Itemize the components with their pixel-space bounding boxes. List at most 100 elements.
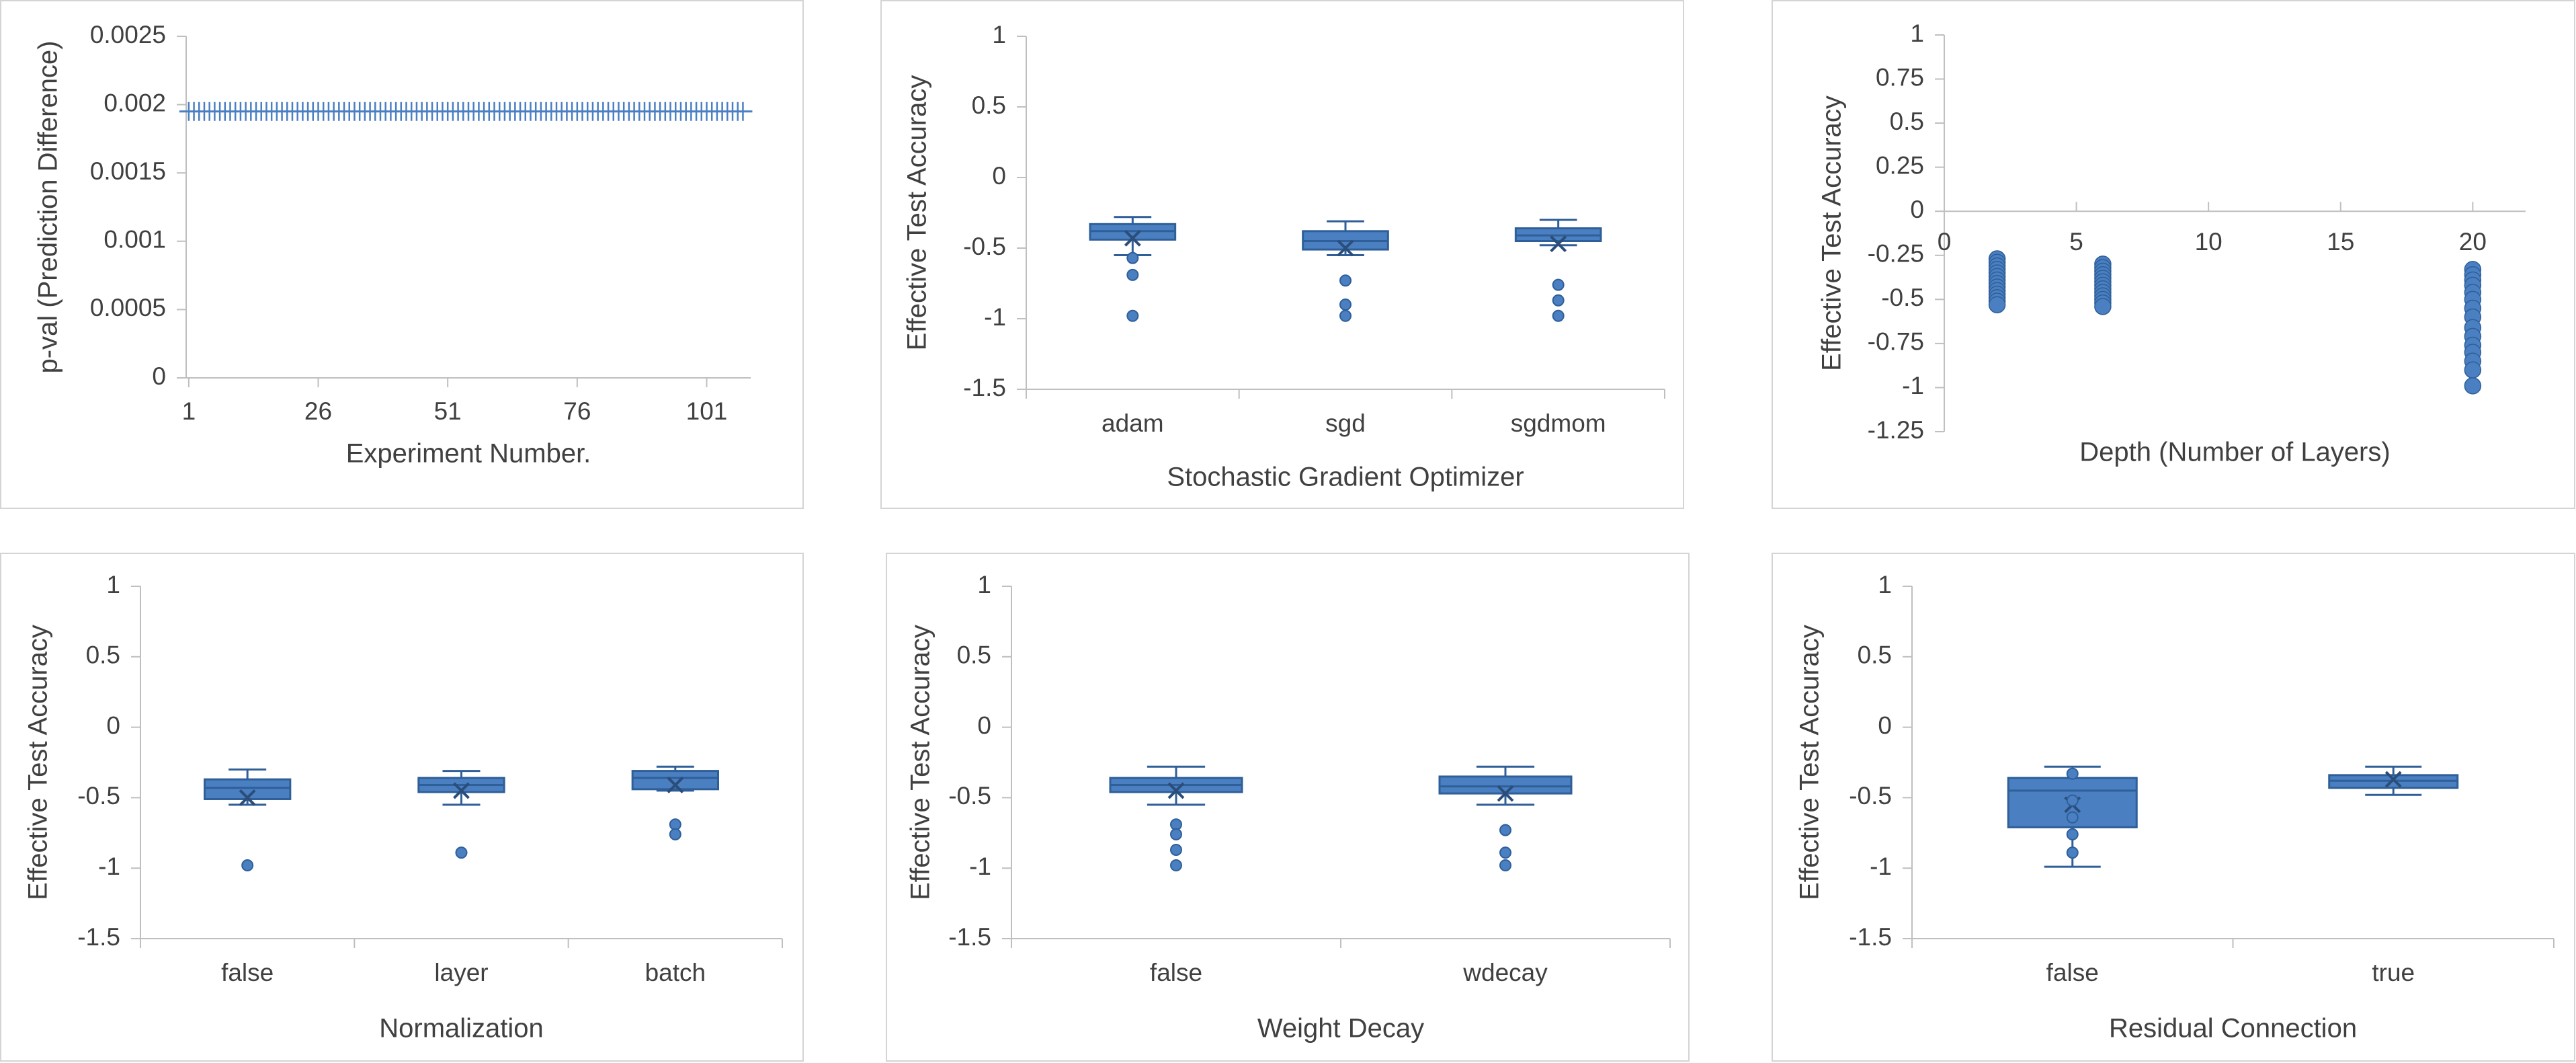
box-outlier-point [1170,818,1182,831]
x-axis-title: Depth (Number of Layers) [2079,438,2390,467]
box-outlier-point [669,818,681,831]
box-outlier-point [2066,767,2079,780]
box-outlier-point [2066,828,2079,840]
x-tick-label: false [1150,959,1202,986]
x-tick-label: false [221,959,274,986]
box-mean-marker [239,789,256,806]
box-outlier-point [2066,847,2079,859]
y-axis-title: p-val (Prediction Difference) [34,40,63,373]
data-point [1988,296,2006,313]
box-mean-marker [453,782,470,799]
x-tick-label: 0 [1938,228,1952,255]
x-axis-title: Experiment Number. [346,439,591,469]
y-tick-label: 0.75 [1876,63,1924,91]
y-tick-label: -1.5 [1849,923,1892,951]
data-point [2094,298,2112,315]
y-tick-label: -0.5 [77,782,120,810]
box-outlier-point [1552,278,1565,291]
y-tick-label: 0.0025 [90,21,166,48]
chart-svg: 1 0.5 0 -0.5 -1 -1.5 Normalization Effective Te… [24,571,783,1044]
box-outlier-point [1552,294,1565,307]
y-tick-label: -1 [969,853,991,880]
x-tick-label: 76 [563,397,591,425]
chart-svg: 1 0.75 0.5 0.25 0 -0.25 -0.5 -0.75 -1 -1.25 Depth … [1817,19,2526,467]
y-tick-label: -1.5 [963,374,1006,401]
box-mean-marker [1124,229,1141,247]
box-outlier-point [1170,828,1182,840]
y-tick-label: 0.25 [1876,151,1924,179]
y-tick-label: -1.5 [948,923,991,951]
y-tick-label: -0.25 [1868,240,1924,268]
y-tick-label: 1 [1910,19,1924,47]
y-tick-label: 0 [1878,711,1892,739]
y-tick-label: -1.5 [77,923,120,951]
x-tick-label: 1 [182,397,196,425]
box-outlier-point [1126,309,1139,322]
x-tick-label: false [2046,959,2099,986]
x-tick-label: true [2372,959,2415,986]
chart-panel-depth: 1 0.75 0.5 0.25 0 -0.25 -0.5 -0.75 -1 -1.25 Depth … [1772,0,2575,509]
x-tick-label: sgdmom [1511,409,1606,437]
box-outlier-point [1170,859,1182,872]
x-axis-title: Residual Connection [2109,1014,2357,1044]
y-tick-label: 0.5 [957,641,991,669]
box-mean-marker [1337,239,1354,257]
x-axis-title: Stochastic Gradient Optimizer [1167,463,1524,492]
box-outlier-point [2066,794,2079,807]
x-tick-label: 26 [304,397,332,425]
y-tick-label: 0.0005 [90,294,166,321]
chart-svg: 1 0.5 0 -0.5 -1 -1.5 Stochastic Gradient Optim… [903,21,1665,492]
y-axis-title: Effective Test Accuracy [1817,95,1847,371]
y-tick-label: 0 [106,711,120,739]
x-tick-label: 20 [2459,228,2487,255]
y-tick-label: 0 [977,711,991,739]
box-outlier-point [2066,811,2079,824]
x-tick-label: wdecay [1462,959,1548,986]
y-axis-title: Effective Test Accuracy [24,625,53,900]
y-tick-label: -0.5 [948,782,991,810]
chart-panel-weight-decay: 1 0.5 0 -0.5 -1 -1.5 Weight Decay Effective Tes… [886,553,1690,1062]
y-tick-label: 0.001 [103,226,166,253]
y-tick-label: -1 [98,853,120,880]
chart-panel-pvalue: 0 0.0005 0.001 0.0015 0.002 0.0025 Experiment … [0,0,804,509]
y-tick-label: -0.5 [963,233,1006,260]
data-point [2464,361,2482,379]
box-outlier-point [1339,274,1352,287]
y-tick-label: 1 [992,21,1006,48]
box-body [1438,775,1573,795]
box-mean-marker [2384,771,2402,788]
x-tick-label: 10 [2195,228,2222,255]
x-tick-label: 51 [434,397,462,425]
box-outlier-point [241,859,254,872]
y-tick-label: 0.5 [86,641,120,669]
y-tick-label: 0.5 [972,91,1006,119]
box-outlier-point [455,847,468,859]
chart-panel-residual: 1 0.5 0 -0.5 -1 -1.5 Residual Connection Effect… [1772,553,2575,1062]
box-mean-marker [1497,785,1514,802]
box-mean-marker [1550,235,1567,253]
x-tick-label: sgd [1325,409,1366,437]
y-tick-label: 1 [977,571,991,598]
y-tick-label: -0.75 [1868,328,1924,356]
y-tick-label: 0.5 [1890,108,1924,135]
x-tick-label: 15 [2327,228,2354,255]
y-tick-label: 1 [1878,571,1892,598]
x-tick-label: adam [1102,409,1164,437]
y-tick-label: -1 [1902,372,1924,399]
y-tick-label: 0.5 [1858,641,1892,669]
box-outlier-point [1170,843,1182,856]
box-outlier-point [1339,309,1352,322]
y-tick-label: 0.0015 [90,157,166,185]
box-outlier-point [1126,268,1139,281]
box-outlier-point [1552,309,1565,322]
y-tick-label: -0.5 [1881,284,1924,311]
box-mean-marker [667,777,684,793]
chart-svg: 0 0.0005 0.001 0.0015 0.002 0.0025 Experiment … [34,21,753,469]
x-tick-label: 101 [686,397,728,425]
y-tick-label: 0 [992,162,1006,190]
y-tick-label: 0.002 [103,89,166,116]
y-tick-label: 1 [106,571,120,598]
data-point [2464,377,2482,395]
y-tick-label: -1.25 [1868,416,1924,444]
y-axis-title: Effective Test Accuracy [903,75,932,351]
